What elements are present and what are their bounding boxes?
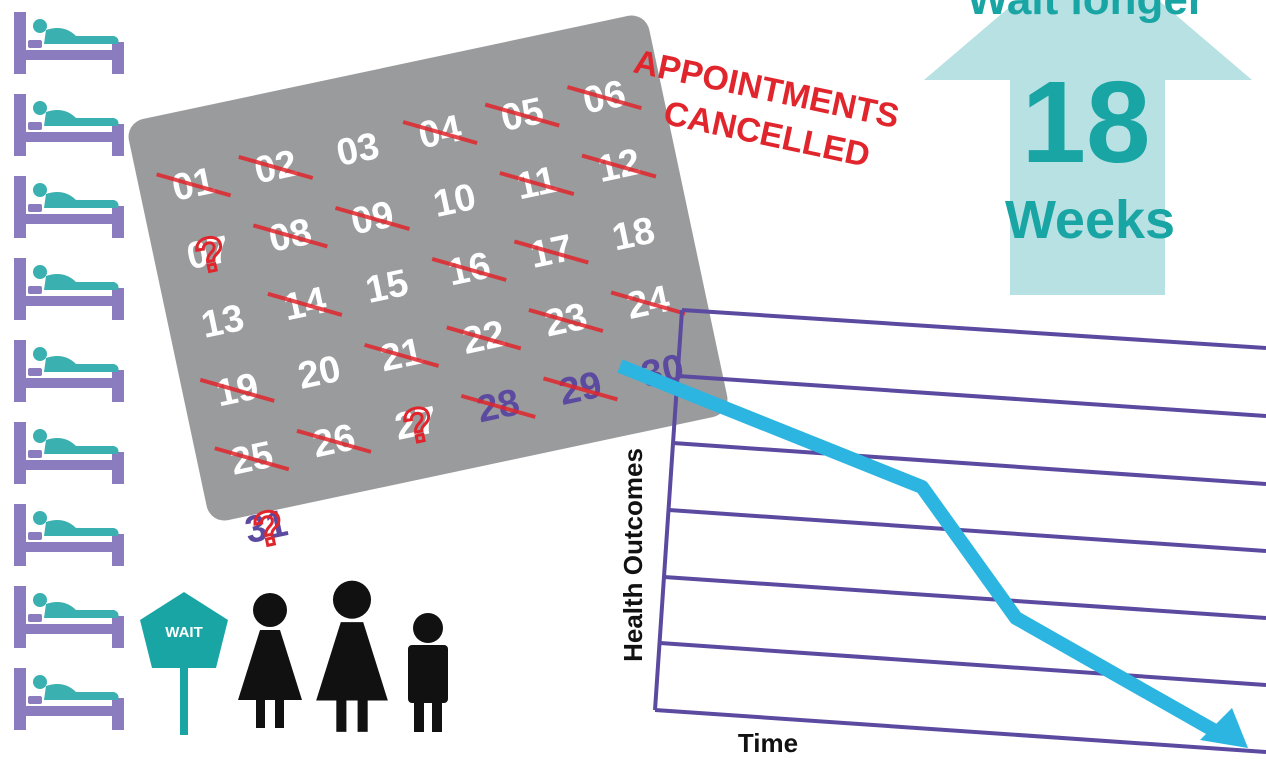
x-axis-label: Time <box>738 728 798 758</box>
people <box>238 581 448 732</box>
wait-heading: Wait longer <box>967 0 1205 24</box>
day-number: 03 <box>333 125 383 175</box>
day-number: 10 <box>430 176 480 226</box>
page: { "calendar": { "days": [ {"label": "01"… <box>0 0 1266 758</box>
y-axis-label: Health Outcomes <box>618 448 648 662</box>
outcome-chart: Health Outcomes Time <box>618 310 1266 758</box>
sign-text: WAIT <box>165 624 203 641</box>
wait-number: 18 <box>1021 57 1150 187</box>
infographic: Wait longer 18 Weeks 01020304050607?0809… <box>0 0 1266 758</box>
day-number: 18 <box>608 210 658 260</box>
wait-unit: Weeks <box>1005 190 1175 250</box>
wait-sign: WAIT <box>140 592 228 735</box>
day-number: 20 <box>294 348 344 398</box>
day-number: 15 <box>362 262 412 312</box>
beds <box>14 12 124 730</box>
day-number: 13 <box>198 297 248 347</box>
wait-arrow: Wait longer 18 Weeks <box>924 0 1252 295</box>
